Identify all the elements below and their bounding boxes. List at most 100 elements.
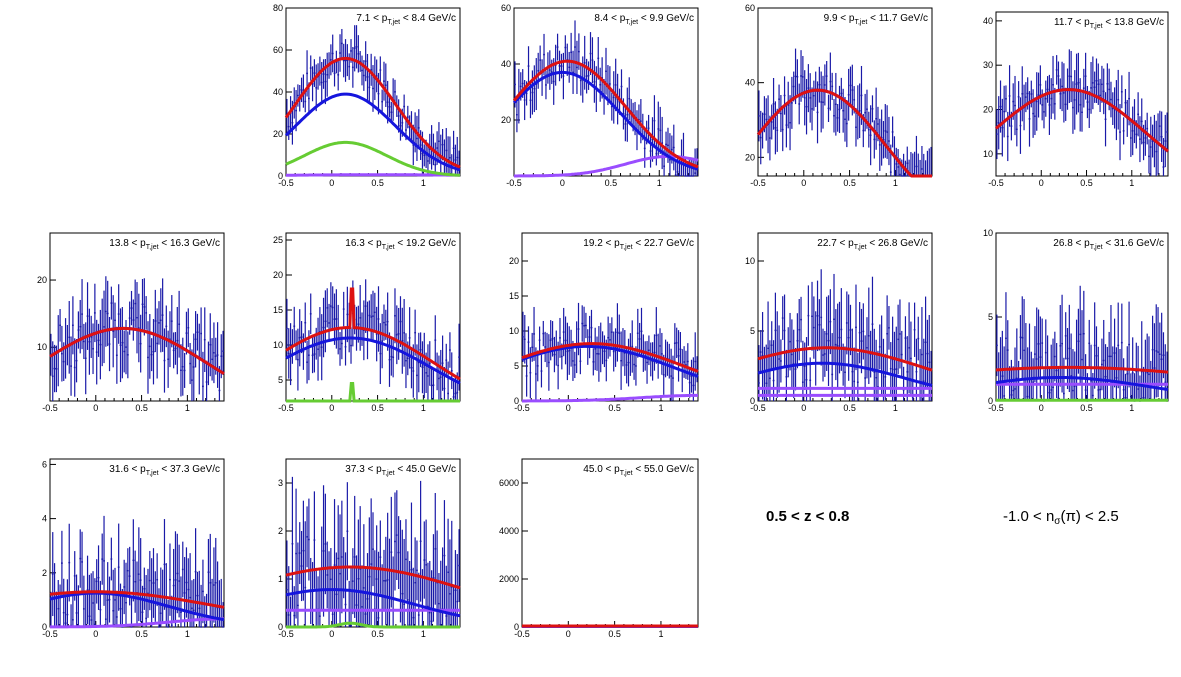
x-tick-label: 0 — [329, 178, 334, 188]
panel-title: 19.2 < pT,jet < 22.7 GeV/c — [583, 238, 694, 251]
nsigma-suffix: (π) < 2.5 — [1060, 508, 1119, 525]
y-tick-label: 10 — [983, 228, 993, 238]
x-tick-label: 0.5 — [605, 178, 618, 188]
nsigma-prefix: -1.0 < n — [1003, 508, 1055, 525]
chart-panel: -0.5 0 0.5 1 10 20 30 40 11.7 < pT,jet < 13.8 Ge… — [983, 11, 1169, 188]
total-fit-curve — [521, 342, 699, 373]
total-fit-curve — [995, 88, 1169, 153]
x-tick-label: -0.5 — [750, 178, 766, 188]
y-tick-label: 20 — [501, 115, 511, 125]
y-tick-label: 2 — [42, 568, 47, 578]
x-tick-label: 0 — [801, 178, 806, 188]
x-tick-label: 0.5 — [608, 629, 621, 639]
plot-frame — [513, 7, 699, 177]
kaon-fit-curve — [285, 140, 461, 177]
plot-frame — [757, 7, 933, 177]
electron-fit-curve — [286, 173, 461, 177]
x-tick-label: -0.5 — [42, 629, 58, 639]
y-tick-label: 10 — [745, 256, 755, 266]
pion-fit-curve — [757, 361, 933, 387]
y-tick-label: 6 — [42, 459, 47, 469]
y-tick-label: 20 — [273, 270, 283, 280]
total-fit-curve — [49, 326, 225, 375]
y-tick-label: 0 — [514, 622, 519, 632]
panel-title: 7.1 < pT,jet < 8.4 GeV/c — [356, 13, 456, 26]
x-tick-label: 0.5 — [843, 403, 856, 413]
y-tick-label: 2000 — [499, 574, 519, 584]
x-tick-label: -0.5 — [750, 403, 766, 413]
y-tick-label: 15 — [509, 291, 519, 301]
y-tick-label: 30 — [983, 60, 993, 70]
y-tick-label: 0 — [42, 622, 47, 632]
x-tick-label: -0.5 — [278, 629, 294, 639]
x-tick-label: -0.5 — [42, 403, 58, 413]
x-tick-label: 0.5 — [135, 629, 148, 639]
panel-title: 9.9 < pT,jet < 11.7 GeV/c — [824, 13, 928, 26]
y-tick-label: 10 — [273, 340, 283, 350]
x-tick-label: -0.5 — [988, 403, 1004, 413]
total-fit-curve — [757, 346, 933, 372]
x-tick-label: 1 — [658, 403, 663, 413]
y-tick-label: 10 — [37, 342, 47, 352]
panel-title: 16.3 < pT,jet < 19.2 GeV/c — [345, 238, 456, 251]
total-fit-curve — [512, 59, 699, 169]
y-tick-label: 10 — [983, 149, 993, 159]
x-tick-label: 0 — [93, 629, 98, 639]
y-tick-label: 20 — [509, 256, 519, 266]
total-fit-curve — [995, 365, 1169, 374]
x-tick-label: 1 — [657, 178, 662, 188]
nsigma-subscript: σ — [1054, 516, 1061, 527]
pion-fit-curve — [49, 591, 225, 622]
plot-frame — [521, 232, 699, 402]
y-tick-label: 1 — [278, 574, 283, 584]
total-fit-curve — [284, 56, 461, 169]
chart-panel: -0.5 0 0.5 1 20 40 60 8.4 < pT,jet < 9.9 GeV/c — [501, 3, 699, 188]
y-tick-label: 15 — [273, 305, 283, 315]
z-range-label: 0.5 < z < 0.8 — [766, 508, 850, 525]
electron-fit-curve — [50, 617, 224, 629]
x-tick-label: 1 — [1129, 403, 1134, 413]
x-tick-label: 0.5 — [371, 178, 384, 188]
kaon-fit-curve — [286, 382, 460, 403]
x-tick-label: 0 — [1039, 178, 1044, 188]
pion-fit-curve — [995, 376, 1169, 392]
pion-fit-curve — [521, 344, 699, 378]
panel-title: 45.0 < pT,jet < 55.0 GeV/c — [583, 464, 694, 477]
x-tick-label: 0 — [93, 403, 98, 413]
nsigma-range-label: -1.0 < nσ(π) < 2.5 — [1003, 508, 1119, 527]
plot-frame — [49, 232, 225, 402]
y-tick-label: 0 — [278, 171, 283, 181]
total-fit-curve — [756, 88, 932, 178]
y-tick-label: 5 — [514, 361, 519, 371]
x-tick-label: 0 — [801, 403, 806, 413]
x-tick-label: 1 — [421, 629, 426, 639]
pion-fit-curve — [285, 336, 461, 385]
x-tick-label: 0.5 — [135, 403, 148, 413]
panel-title: 13.8 < pT,jet < 16.3 GeV/c — [109, 238, 220, 251]
x-tick-label: 1 — [185, 403, 190, 413]
plot-frame — [757, 232, 933, 402]
pion-fit-curve — [512, 70, 699, 171]
y-tick-label: 60 — [501, 3, 511, 13]
y-tick-label: 4 — [42, 514, 47, 524]
y-tick-label: 5 — [988, 312, 993, 322]
y-tick-label: 80 — [273, 3, 283, 13]
x-tick-label: 0.5 — [608, 403, 621, 413]
chart-panel: -0.5 0 0.5 1 20 40 60 9.9 < pT,jet < 11.7 GeV/c — [745, 3, 933, 188]
y-tick-label: 5 — [278, 375, 283, 385]
x-tick-label: -0.5 — [514, 629, 530, 639]
x-tick-label: 1 — [421, 178, 426, 188]
panel-title: 11.7 < pT,jet < 13.8 GeV/c — [1054, 17, 1164, 30]
x-tick-label: 1 — [421, 403, 426, 413]
x-tick-label: 1 — [1129, 178, 1134, 188]
y-tick-label: 40 — [745, 78, 755, 88]
x-tick-label: 1 — [893, 178, 898, 188]
total-fit-curve — [285, 565, 461, 590]
x-tick-label: 0.5 — [1080, 403, 1093, 413]
